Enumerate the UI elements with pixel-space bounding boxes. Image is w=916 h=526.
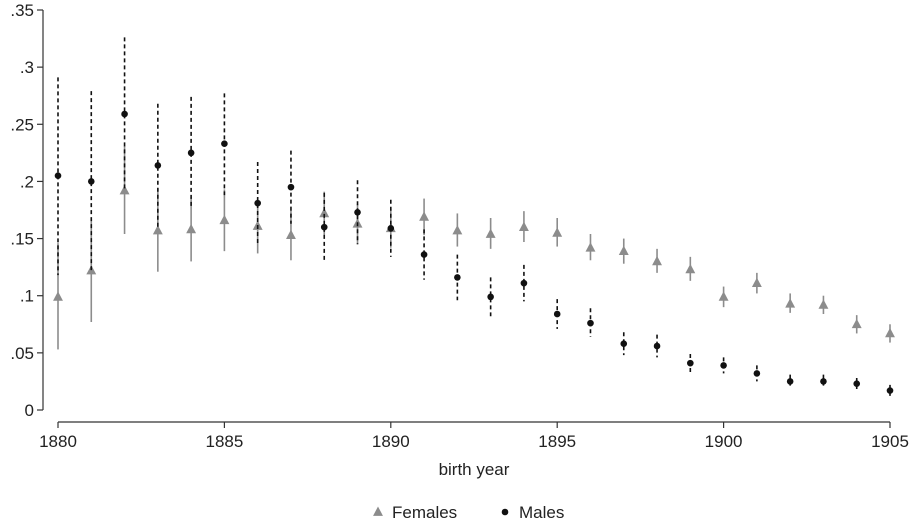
females-point — [319, 207, 330, 218]
y-tick-label: .3 — [20, 58, 34, 77]
females-point — [885, 327, 895, 338]
males-point — [553, 310, 561, 318]
females-point — [751, 277, 762, 287]
x-tick-label: 1885 — [205, 432, 243, 451]
y-tick-label: .05 — [10, 344, 34, 363]
males-point — [87, 178, 95, 185]
y-tick-label: .25 — [10, 115, 34, 134]
females-point — [818, 299, 829, 309]
females-point — [219, 214, 230, 225]
plot-area: 0 .05 .1 .15 .2 .25 .3 .35 1880 1885 1890 1895 1900 1… — [10, 1, 909, 451]
females-point — [286, 229, 296, 239]
males-point — [387, 224, 395, 232]
y-tick-label: .15 — [10, 230, 34, 249]
males-point — [154, 162, 162, 169]
males-point — [187, 149, 195, 157]
legend: Females Males — [373, 503, 564, 522]
males-point — [121, 110, 128, 118]
males-point — [720, 362, 727, 369]
females-point — [53, 291, 63, 301]
males-point — [354, 208, 361, 216]
males-point — [221, 140, 228, 148]
x-tick-label: 1905 — [871, 432, 909, 451]
females-point — [618, 245, 629, 255]
x-tick-label: 1880 — [39, 432, 77, 451]
females-point — [685, 263, 696, 274]
y-tick-label: .2 — [20, 172, 34, 191]
females-point — [485, 228, 496, 238]
females-point — [585, 242, 596, 252]
legend-label-females: Females — [392, 503, 457, 522]
females-point — [186, 223, 197, 234]
x-tick-label: 1895 — [538, 432, 576, 451]
males-point — [454, 274, 461, 281]
males-point — [487, 293, 494, 301]
females-point — [452, 225, 463, 235]
x-tick-label: 1900 — [705, 432, 743, 451]
females-point — [518, 221, 529, 231]
males-point — [254, 199, 261, 207]
y-tick-label: 0 — [25, 401, 34, 420]
males-point — [287, 183, 295, 191]
legend-marker-males — [501, 508, 509, 516]
females-point — [552, 227, 563, 237]
males-point — [520, 279, 528, 287]
females-point — [652, 255, 662, 266]
legend-marker-females — [373, 506, 383, 516]
y-tick-label: .1 — [20, 287, 34, 306]
males-point — [853, 380, 861, 388]
males-point — [653, 342, 661, 350]
females-point — [718, 291, 729, 301]
females-point — [152, 225, 163, 235]
males-point — [320, 223, 328, 231]
females-point — [119, 185, 130, 195]
females-point — [419, 211, 430, 221]
males-point — [820, 378, 827, 385]
males-point — [587, 319, 594, 327]
females-point — [851, 318, 862, 329]
legend-label-males: Males — [519, 503, 564, 522]
males-point — [753, 370, 761, 377]
y-tick-label: .35 — [10, 1, 34, 20]
males-point — [886, 387, 894, 394]
males-point — [687, 359, 694, 367]
males-point — [420, 251, 428, 258]
males-point — [54, 172, 62, 180]
males-point — [786, 378, 794, 385]
x-axis-title: birth year — [439, 460, 510, 479]
females-point — [785, 298, 796, 308]
males-point — [620, 340, 628, 348]
x-tick-label: 1890 — [372, 432, 410, 451]
